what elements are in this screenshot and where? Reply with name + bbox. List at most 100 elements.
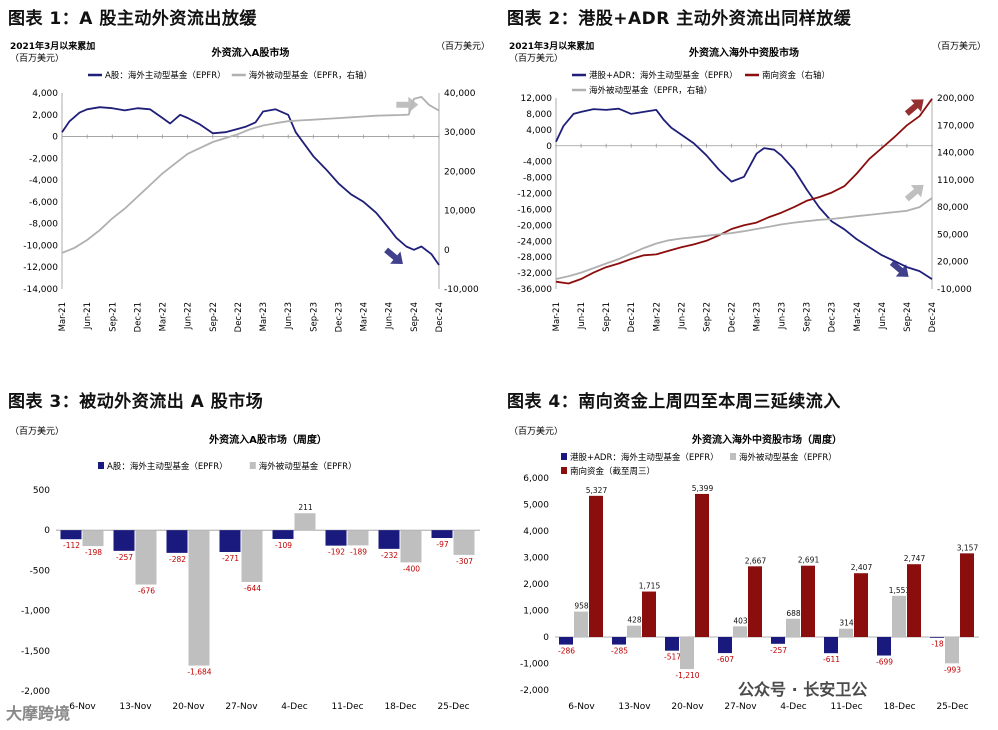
data-label: 2,747 xyxy=(904,554,926,563)
x-tick-label: Dec-23 xyxy=(828,302,838,332)
y-tick-label: -2,000 xyxy=(21,687,50,697)
data-label: 1,553 xyxy=(889,586,911,595)
x-tick-label: 25-Dec xyxy=(936,702,968,712)
x-tick-label: 11-Dec xyxy=(830,702,862,712)
data-label: -644 xyxy=(244,584,261,593)
data-label: 2,407 xyxy=(851,563,873,572)
x-tick-label: Dec-23 xyxy=(334,302,344,332)
panel-title: 图表 1：A 股主动外资流出放缓 xyxy=(8,9,257,29)
legend-label: 海外被动型基金（EPFR） xyxy=(739,452,837,463)
panel-title: 图表 4：南向资金上周四至本周三延续流入 xyxy=(507,392,841,412)
bar xyxy=(907,564,921,637)
y-tick-label: 4,000 xyxy=(523,527,549,537)
bar xyxy=(166,530,188,553)
x-tick-label: 18-Dec xyxy=(883,702,915,712)
legend-label: 南向资金（截至周三） xyxy=(570,466,655,477)
y-tick-label: 3,000 xyxy=(523,554,549,564)
data-label: -517 xyxy=(664,653,681,662)
legend-label: 港股+ADR：海外主动型基金（EPFR） xyxy=(589,70,738,81)
bar xyxy=(612,637,626,645)
y-axis-unit: （百万美元） xyxy=(509,425,563,437)
data-label: 5,399 xyxy=(692,484,714,493)
x-tick-label: Jun-23 xyxy=(778,302,788,330)
bar xyxy=(748,566,762,637)
left-axis-unit: （百万美元） xyxy=(509,52,563,64)
y-tick-label: 0 xyxy=(543,633,549,643)
bar xyxy=(589,495,603,637)
bar xyxy=(680,637,694,670)
y-tick-label: 2,000 xyxy=(523,580,549,590)
data-label: -198 xyxy=(85,548,102,557)
y-tick-label-right: 50,000 xyxy=(937,230,969,240)
data-label: 958 xyxy=(574,602,589,611)
y-tick-label: 1,000 xyxy=(523,607,549,617)
x-tick-label: Dec-22 xyxy=(234,302,244,332)
x-tick-label: Jun-24 xyxy=(878,302,888,330)
watermark-left: 大摩跨境 xyxy=(6,704,71,723)
bar-chart-a-share-weekly: （百万美元） 外资流入A股市场（周度） A股：海外主动型基金（EPFR） 海外被动型基… xyxy=(10,425,480,712)
x-tick-label: 20-Nov xyxy=(172,702,205,712)
legend-label: A股：海外主动型基金（EPFR） xyxy=(107,461,228,472)
y-tick-label-left: -36,000 xyxy=(517,285,552,295)
x-tick-label: Dec-22 xyxy=(727,302,737,332)
data-label: 5,327 xyxy=(586,486,608,495)
bar xyxy=(930,637,944,638)
data-label: -282 xyxy=(169,555,186,564)
chart-panel-4: 图表 4：南向资金上周四至本周三延续流入 （百万美元） 外资流入海外中资股市场（周… xyxy=(499,383,998,726)
data-label: -286 xyxy=(558,647,575,656)
y-tick-label: 6,000 xyxy=(523,474,549,484)
y-tick-label-right: 30,000 xyxy=(444,128,476,138)
x-tick-label: Mar-24 xyxy=(853,302,863,331)
panel-title: 图表 3：被动外资流出 A 股市场 xyxy=(8,392,264,412)
bar xyxy=(771,637,785,644)
bar xyxy=(877,637,891,656)
x-tick-label: 25-Dec xyxy=(437,702,469,712)
y-tick-label: 5,000 xyxy=(523,501,549,511)
data-label: -257 xyxy=(770,646,787,655)
x-tick-label: Jun-24 xyxy=(385,302,395,330)
data-label: -607 xyxy=(717,655,734,664)
series-line xyxy=(555,98,933,285)
data-label: 2,691 xyxy=(798,556,820,565)
data-label: -232 xyxy=(381,551,398,560)
data-label: -285 xyxy=(611,647,628,656)
left-axis-note: 2021年3月以来累加 xyxy=(509,40,594,52)
data-label: -307 xyxy=(456,557,473,566)
series-line xyxy=(555,107,933,280)
data-label: -192 xyxy=(328,548,345,557)
data-label: -112 xyxy=(63,541,80,550)
bar xyxy=(219,530,241,552)
y-tick-label-left: -14,000 xyxy=(23,285,58,295)
x-tick-label: Sep-21 xyxy=(108,302,118,332)
left-axis-note: 2021年3月以来累加 xyxy=(10,40,95,52)
legend-label: 海外被动型基金（EPFR） xyxy=(259,461,357,472)
x-tick-label: Mar-21 xyxy=(552,302,562,331)
chart-title: 外资流入海外中资股市场 xyxy=(688,46,799,59)
chart-panel-3: 图表 3：被动外资流出 A 股市场 （百万美元） 外资流入A股市场（周度） A股：海… xyxy=(0,383,499,726)
y-tick-label: -1,500 xyxy=(21,647,50,657)
right-axis-unit: （百万美元） xyxy=(436,40,490,52)
bar xyxy=(718,637,732,654)
y-tick-label: -1,000 xyxy=(520,660,549,670)
y-tick-label-right: 140,000 xyxy=(937,149,974,159)
x-tick-label: Dec-24 xyxy=(435,302,445,332)
y-tick-label-left: -12,000 xyxy=(517,190,552,200)
y-tick-label-right: 40,000 xyxy=(444,89,476,99)
bar xyxy=(431,530,453,538)
data-label: 314 xyxy=(839,619,854,628)
legend-label: 海外被动型基金（EPFR，右轴） xyxy=(589,85,712,96)
bar xyxy=(854,573,868,637)
trend-arrow-icon xyxy=(396,96,419,113)
data-label: -611 xyxy=(823,655,840,664)
y-tick-label-left: -24,000 xyxy=(517,237,552,247)
data-label: 2,667 xyxy=(745,556,767,565)
x-tick-label: Jun-22 xyxy=(677,302,687,330)
y-tick-label-left: 12,000 xyxy=(521,94,553,104)
y-tick-label-left: -10,000 xyxy=(23,241,58,251)
y-tick-label-left: 4,000 xyxy=(526,126,552,136)
panel-title: 图表 2：港股+ADR 主动外资流出同样放缓 xyxy=(507,9,852,29)
x-tick-label: Sep-22 xyxy=(209,302,219,332)
x-tick-label: Dec-24 xyxy=(928,302,938,332)
x-tick-label: 4-Dec xyxy=(281,702,307,712)
x-tick-label: 6-Nov xyxy=(568,702,595,712)
